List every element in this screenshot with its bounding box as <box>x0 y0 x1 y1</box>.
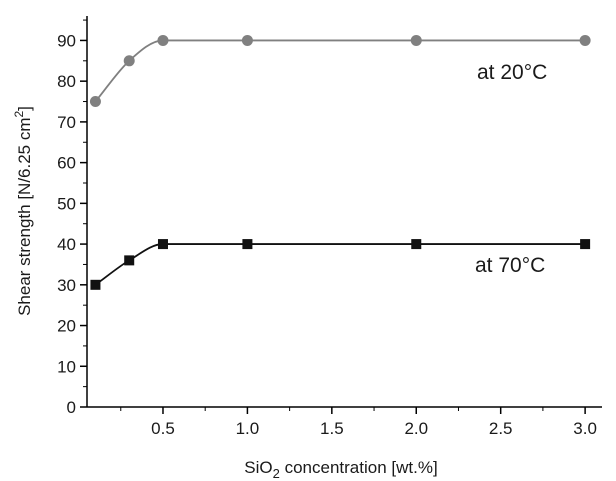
x-tick-label: 0.5 <box>151 419 175 438</box>
y-tick-label: 70 <box>57 113 76 132</box>
y-axis-title-rest: ] <box>15 106 34 111</box>
data-point-20c <box>579 34 591 46</box>
y-axis-title-main: Shear strength [N/6.25 cm <box>15 117 34 315</box>
data-point-70c <box>411 239 422 250</box>
y-tick-label: 60 <box>57 154 76 173</box>
x-axis-title-rest: concentration [wt.%] <box>280 458 438 477</box>
data-point-70c <box>124 255 135 266</box>
x-axis-title-main: SiO <box>244 458 272 477</box>
data-point-70c <box>157 239 168 250</box>
ticks: 0 10 20 30 40 50 60 70 80 90 0.5 1.0 1.5 2.0 2.5 3.0 <box>57 19 597 438</box>
y-tick-label: 50 <box>57 194 76 213</box>
data-point-20c <box>157 34 169 46</box>
y-axis-title: Shear strength [N/6.25 cm2] <box>12 106 34 316</box>
annotations: at 20°C at 70°C <box>475 61 547 277</box>
x-axis-title: SiO2 concentration [wt.%] <box>244 458 437 481</box>
data-point-20c <box>123 55 135 67</box>
x-tick-label: 1.0 <box>236 419 260 438</box>
x-tick-label: 2.5 <box>489 419 513 438</box>
y-tick-label: 40 <box>57 235 76 254</box>
x-tick-label: 1.5 <box>320 419 344 438</box>
data-point-20c <box>410 34 422 46</box>
data-point-70c <box>242 239 253 250</box>
y-tick-label: 80 <box>57 72 76 91</box>
label-70c: at 70°C <box>475 254 545 277</box>
y-tick-label: 0 <box>67 398 76 417</box>
x-tick-label: 2.0 <box>404 419 428 438</box>
data-point-70c <box>580 239 591 250</box>
y-tick-label: 90 <box>57 31 76 50</box>
series-points <box>89 34 591 290</box>
data-point-20c <box>241 34 253 46</box>
x-axis-title-subscript: 2 <box>273 466 280 481</box>
y-tick-label: 10 <box>57 357 76 376</box>
data-point-70c <box>90 279 101 290</box>
label-20c: at 20°C <box>477 61 547 84</box>
y-axis-title-superscript: 2 <box>12 110 26 117</box>
y-tick-label: 20 <box>57 317 76 336</box>
y-tick-label: 30 <box>57 276 76 295</box>
x-tick-label: 3.0 <box>573 419 597 438</box>
data-point-20c <box>89 96 101 108</box>
